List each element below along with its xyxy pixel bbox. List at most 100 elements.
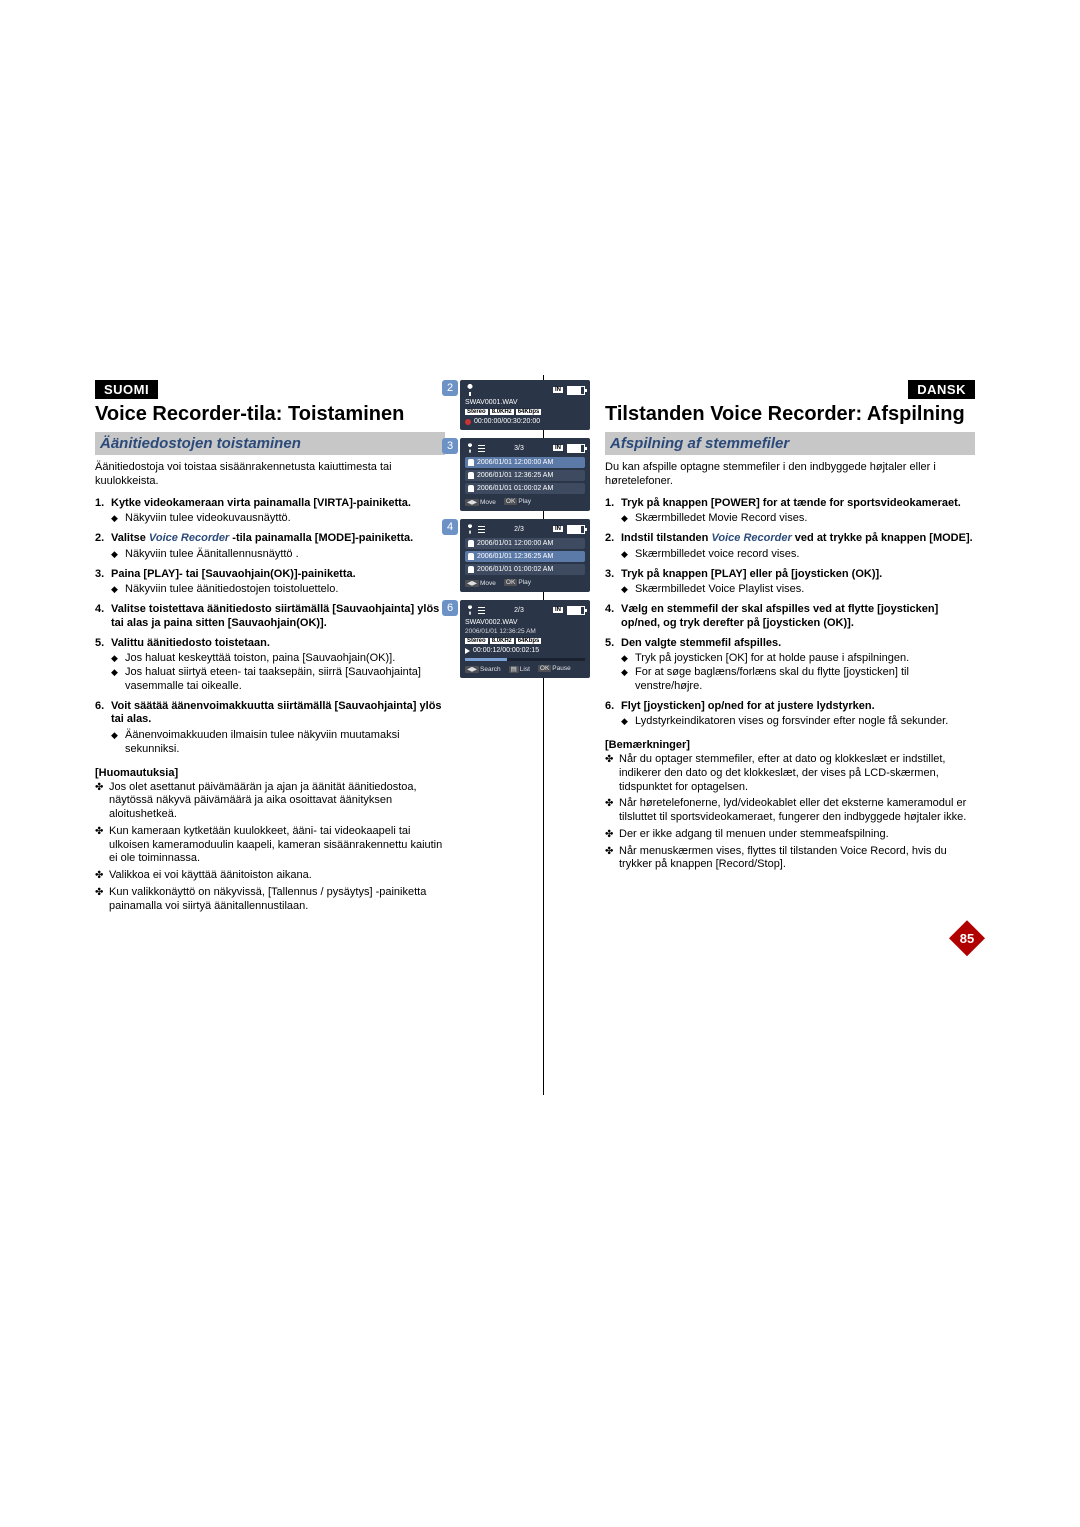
page-number-badge: 85 (949, 920, 985, 956)
play-filename: SWAV0002.WAV (465, 619, 585, 626)
note-item: Når menuskærmen vises, flyttes til tilst… (605, 845, 975, 873)
screenshot-6: 2/3 IN SWAV0002.WAV 2006/01/01 12:36:25 … (460, 600, 590, 678)
list-icon (478, 526, 485, 533)
record-dot-icon (465, 419, 471, 425)
step-sub: Näkyviin tulee Äänitallennusnäyttö . (111, 548, 445, 562)
note-item: Når høretelefonerne, lyd/videokablet ell… (605, 797, 975, 825)
notes-heading-left: [Huomautuksia] (95, 767, 445, 779)
notes-heading-right: [Bemærkninger] (605, 739, 975, 751)
note-item: Kun valikkonäyttö on näkyvissä, [Tallenn… (95, 886, 445, 914)
mic-icon (466, 605, 474, 615)
notes-list-right: Når du optager stemmefiler, efter at dat… (605, 753, 975, 872)
step-sub: Lydstyrkeindikatoren vises og forsvinder… (621, 715, 975, 729)
playlist-row: 2006/01/01 12:00:00 AM (465, 457, 585, 468)
step-sub: Jos haluat siirtyä eteen- tai taaksepäin… (111, 666, 445, 694)
file-count: 2/3 (514, 607, 524, 614)
rec-time: 00:00:00/00:30:20:00 (465, 418, 585, 425)
list-icon (478, 607, 485, 614)
battery-icon (567, 444, 585, 453)
progress-bar (465, 658, 585, 661)
section-subtitle-left: Äänitiedostojen toistaminen (95, 432, 445, 455)
step-sub: Tryk på joysticken [OK] for at holde pau… (621, 652, 975, 666)
step-sub: Näkyviin tulee äänitiedostojen toistolue… (111, 583, 445, 597)
column-finnish: SUOMI Voice Recorder-tila: Toistaminen Ä… (95, 380, 455, 916)
step-sub: For at søge baglæns/forlæns skal du flyt… (621, 666, 975, 694)
codec-line: Stereo 8.0KHz 64Kbps (465, 638, 585, 644)
playlist-row: 2006/01/01 12:36:25 AM (465, 470, 585, 481)
section-subtitle-right: Afspilning af stemmefiler (605, 432, 975, 455)
manual-page: SUOMI Voice Recorder-tila: Toistaminen Ä… (95, 380, 985, 916)
step-sub: Äänenvoimakkuuden ilmaisin tulee näkyvii… (111, 729, 445, 757)
page-title-right: Tilstanden Voice Recorder: Afspilning (605, 403, 975, 426)
step-item: Kytke videokameraan virta painamalla [VI… (95, 497, 445, 527)
lang-tag-suomi: SUOMI (95, 380, 158, 399)
intro-left: Äänitiedostoja voi toistaa sisäänrakenne… (95, 461, 445, 489)
screenshots-column: 2 IN SWAV0001.WAV Stereo 8.0KHz 64Kbps (455, 380, 595, 916)
list-icon (478, 445, 485, 452)
step-item: Valitse toistettava äänitiedosto siirtäm… (95, 603, 445, 631)
playlist-row: 2006/01/01 01:00:02 AM (465, 483, 585, 494)
screenshot-3-wrap: 3 3/3 IN 2006/01/01 12:00:00 AM2006/ (460, 438, 590, 511)
mic-icon (466, 443, 474, 453)
codec-line: Stereo 8.0KHz 64Kbps (465, 409, 585, 415)
step-item: Indstil tilstanden Voice Recorder ved at… (605, 532, 975, 562)
step-item: Den valgte stemmefil afspilles.Tryk på j… (605, 637, 975, 694)
rec-filename: SWAV0001.WAV (465, 399, 585, 406)
mic-icon (468, 485, 474, 492)
screenshot-3: 3/3 IN 2006/01/01 12:00:00 AM2006/01/01 … (460, 438, 590, 511)
step-item: Tryk på knappen [POWER] for at tænde for… (605, 497, 975, 527)
playlist-row: 2006/01/01 12:36:25 AM (465, 551, 585, 562)
screenshot-4-wrap: 4 2/3 IN 2006/01/01 12:00:00 AM2006/ (460, 519, 590, 592)
step-item: Valittu äänitiedosto toistetaan.Jos halu… (95, 637, 445, 694)
step-badge-2: 2 (442, 380, 458, 396)
screenshot-6-wrap: 6 2/3 IN SWAV0002.WAV 2006 (460, 600, 590, 678)
note-item: Valikkoa ei voi käyttää äänitoiston aika… (95, 869, 445, 883)
step-badge-4: 4 (442, 519, 458, 535)
screenshot-2-wrap: 2 IN SWAV0001.WAV Stereo 8.0KHz 64Kbps (460, 380, 590, 430)
step-badge-6: 6 (442, 600, 458, 616)
screenshot-2: IN SWAV0001.WAV Stereo 8.0KHz 64Kbps 00:… (460, 380, 590, 430)
mic-icon (468, 540, 474, 547)
notes-list-left: Jos olet asettanut päivämäärän ja ajan j… (95, 781, 445, 914)
mic-icon (468, 459, 474, 466)
steps-list-right: Tryk på knappen [POWER] for at tænde for… (605, 497, 975, 730)
battery-icon (567, 606, 585, 615)
mic-icon (468, 566, 474, 573)
battery-icon (567, 386, 585, 395)
step-sub: Skærmbilledet voice record vises. (621, 548, 975, 562)
file-count: 3/3 (514, 445, 524, 452)
note-item: Kun kameraan kytketään kuulokkeet, ääni-… (95, 825, 445, 866)
step-item: Valitse Voice Recorder -tila painamalla … (95, 532, 445, 562)
note-item: Jos olet asettanut päivämäärän ja ajan j… (95, 781, 445, 822)
mic-icon (468, 472, 474, 479)
note-item: Når du optager stemmefiler, efter at dat… (605, 753, 975, 794)
column-danish: DANSK Tilstanden Voice Recorder: Afspiln… (595, 380, 975, 916)
file-count: 2/3 (514, 526, 524, 533)
intro-right: Du kan afspille optagne stemmefiler i de… (605, 461, 975, 489)
screenshot-4: 2/3 IN 2006/01/01 12:00:00 AM2006/01/01 … (460, 519, 590, 592)
step-sub: Skærmbilledet Movie Record vises. (621, 512, 975, 526)
battery-icon (567, 525, 585, 534)
note-item: Der er ikke adgang til menuen under stem… (605, 828, 975, 842)
step-item: Flyt [joysticken] op/ned for at justere … (605, 700, 975, 730)
step-item: Vælg en stemmefil der skal afspilles ved… (605, 603, 975, 631)
step-item: Paina [PLAY]- tai [Sauvaohjain(OK)]-pain… (95, 568, 445, 598)
step-badge-3: 3 (442, 438, 458, 454)
step-sub: Jos haluat keskeyttää toiston, paina [Sa… (111, 652, 445, 666)
playlist-row: 2006/01/01 12:00:00 AM (465, 538, 585, 549)
step-item: Tryk på knappen [PLAY] eller på [joystic… (605, 568, 975, 598)
mic-icon (466, 524, 474, 534)
steps-list-left: Kytke videokameraan virta painamalla [VI… (95, 497, 445, 757)
step-item: Voit säätää äänenvoimakkuutta siirtämäll… (95, 700, 445, 757)
step-sub: Skærmbilledet Voice Playlist vises. (621, 583, 975, 597)
storage-in-label: IN (553, 387, 563, 393)
step-sub: Näkyviin tulee videokuvausnäyttö. (111, 512, 445, 526)
lang-tag-dansk: DANSK (908, 380, 975, 399)
playlist-row: 2006/01/01 01:00:02 AM (465, 564, 585, 575)
mic-icon (465, 384, 475, 396)
mic-icon (468, 553, 474, 560)
page-title-left: Voice Recorder-tila: Toistaminen (95, 403, 445, 426)
play-timestamp: 2006/01/01 12:36:25 AM (465, 628, 585, 635)
play-time: 00:00:12/00:00:02:15 (465, 647, 585, 654)
play-icon (465, 648, 470, 654)
